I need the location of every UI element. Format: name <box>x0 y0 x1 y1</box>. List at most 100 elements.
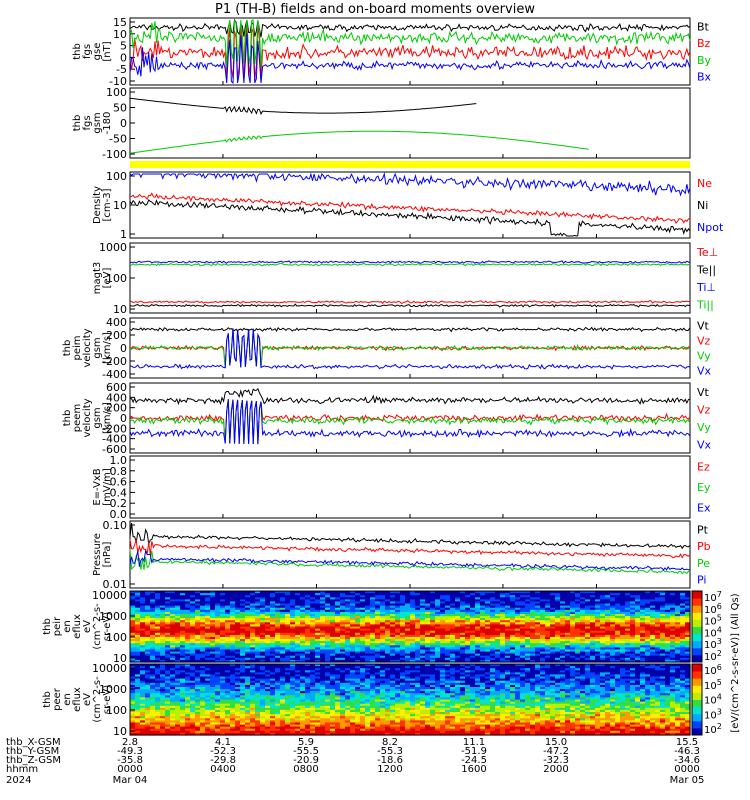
spectrogram-cell <box>390 609 396 613</box>
panel-frame <box>129 382 691 454</box>
spectrogram-cell <box>460 655 466 659</box>
spectrogram-cell <box>595 599 601 603</box>
spectrogram-cell <box>660 632 666 636</box>
spectrogram-cell <box>250 620 256 623</box>
spectrogram-cell <box>385 616 391 619</box>
spectrogram-cell <box>135 609 141 613</box>
spectrogram-cell <box>445 599 451 603</box>
spectrogram-cell <box>180 632 186 636</box>
spectrogram-cell <box>580 645 586 648</box>
spectrogram-cell <box>415 630 421 634</box>
spectrogram-cell <box>320 643 326 646</box>
spectrogram-cell <box>160 628 166 632</box>
spectrogram-cell <box>450 591 456 594</box>
spectrogram-cell <box>215 630 221 634</box>
spectrogram-cell <box>590 609 596 613</box>
spectrogram-cell <box>345 599 351 603</box>
spectrogram-cell <box>575 670 581 673</box>
spectrogram-cell <box>165 622 171 625</box>
spectrogram-cell <box>395 634 401 638</box>
spectrogram-cell <box>625 655 631 659</box>
spectrogram-cell <box>420 630 426 634</box>
spectrogram-cell <box>615 651 621 655</box>
spectrogram-cell <box>220 616 226 619</box>
spectrogram-cell <box>215 659 221 663</box>
spectrogram-cell <box>460 609 466 613</box>
spectrogram-cell <box>405 674 411 678</box>
spectrogram-cell <box>540 651 546 655</box>
spectrogram-cell <box>340 634 346 638</box>
spectrogram-cell <box>555 626 561 630</box>
spectrogram-cell <box>220 639 226 642</box>
spectrogram-cell <box>430 680 436 684</box>
spectrogram-cell <box>190 655 196 659</box>
spectrogram-cell <box>155 653 161 657</box>
spectrogram-cell <box>650 674 656 678</box>
spectrogram-cell <box>220 678 226 682</box>
spectrogram-cell <box>640 605 646 609</box>
spectrogram-cell <box>130 670 136 673</box>
spectrogram-cell <box>400 645 406 648</box>
spectrogram-cell <box>310 618 316 621</box>
spectrogram-cell <box>340 674 346 678</box>
spectrogram-cell <box>445 632 451 636</box>
spectrogram-cell <box>350 636 356 640</box>
spectrogram-cell <box>225 614 231 617</box>
spectrogram-cell <box>590 599 596 603</box>
spectrogram-cell <box>570 599 576 603</box>
spectrogram-cell <box>300 666 306 669</box>
spectrogram-cell <box>500 670 506 673</box>
spectrogram-cell <box>610 659 616 663</box>
spectrogram-cell <box>620 659 626 663</box>
spectrogram-cell <box>480 599 486 603</box>
spectrogram-cell <box>290 616 296 619</box>
spectrogram-cell <box>325 622 331 625</box>
spectrogram-cell <box>305 605 311 609</box>
spectrogram-cell <box>385 609 391 613</box>
spectrogram-cell <box>665 618 671 621</box>
spectrogram-cell <box>310 676 316 680</box>
spectrogram-cell <box>320 674 326 678</box>
spectrogram-cell <box>605 620 611 623</box>
spectrogram-cell <box>205 628 211 632</box>
spectrogram-cell <box>625 624 631 628</box>
spectrogram-cell <box>255 632 261 636</box>
spectrogram-cell <box>200 634 206 638</box>
spectrogram-cell <box>265 647 271 651</box>
spectrogram-cell <box>270 614 276 617</box>
spectrogram-cell <box>405 599 411 603</box>
spectrogram-cell <box>130 657 136 661</box>
spectrogram-cell <box>480 634 486 638</box>
spectrogram-cell <box>130 643 136 646</box>
spectrogram-cell <box>365 651 371 655</box>
spectrogram-cell <box>210 678 216 682</box>
spectrogram-cell <box>595 668 601 671</box>
spectrogram-cell <box>535 595 541 598</box>
spectrogram-cell <box>200 622 206 625</box>
spectrogram-cell <box>450 680 456 684</box>
spectrogram-cell <box>140 670 146 673</box>
spectrogram-cell <box>665 668 671 671</box>
spectrogram-cell <box>470 634 476 638</box>
spectrogram-cell <box>275 601 281 605</box>
spectrogram-cell <box>455 597 461 600</box>
spectrogram-cell <box>410 636 416 640</box>
spectrogram-cell <box>585 655 591 659</box>
spectrogram-cell <box>330 599 336 603</box>
spectrogram-cell <box>205 664 211 667</box>
spectrogram-cell <box>180 599 186 603</box>
spectrogram-cell <box>440 649 446 653</box>
spectrogram-cell <box>575 672 581 676</box>
spectrogram-cell <box>420 609 426 613</box>
spectrogram-cell <box>235 597 241 600</box>
series-temperature-3 <box>129 262 691 267</box>
spectrogram-cell <box>670 643 676 646</box>
spectrogram-cell <box>465 599 471 603</box>
spectrogram-cell <box>640 624 646 628</box>
spectrogram-cell <box>580 664 586 667</box>
spectrogram-cell <box>215 676 221 680</box>
spectrogram-cell <box>205 614 211 617</box>
spectrogram-cell <box>505 647 511 651</box>
spectrogram-cell <box>675 605 681 609</box>
spectrogram-cell <box>600 597 606 600</box>
